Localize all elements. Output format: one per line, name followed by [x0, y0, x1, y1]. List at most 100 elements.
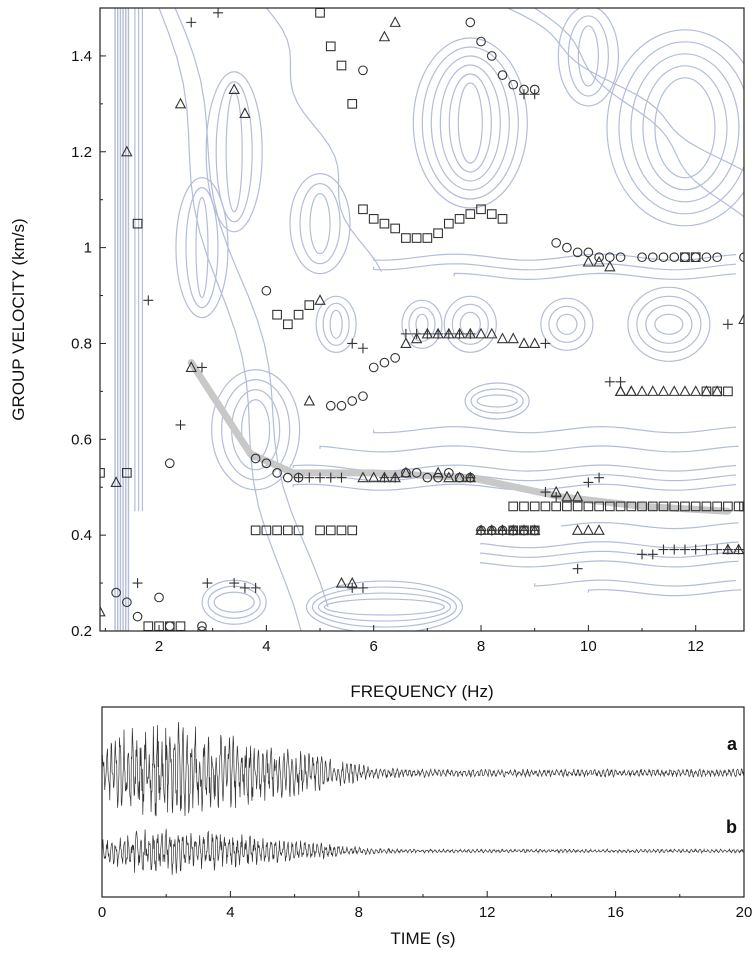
circle-marker — [508, 79, 519, 90]
circle-marker — [647, 252, 658, 263]
plus-marker — [604, 376, 615, 387]
contour-line — [311, 586, 458, 628]
contour-line — [221, 379, 291, 481]
circle-marker — [739, 252, 744, 263]
plus-marker — [679, 544, 690, 555]
contour-line — [507, 8, 744, 172]
time-tick-label: 16 — [607, 904, 624, 921]
y-axis-title: GROUP VELOCITY (km/s) — [9, 218, 28, 420]
y-tick-label: 0.2 — [71, 623, 92, 640]
contour-line — [319, 445, 739, 453]
contour-line — [185, 187, 219, 309]
seismogram-chart: a b 0 4 8 12 16 20 TIME (s) — [98, 706, 752, 948]
contour-line — [205, 71, 263, 233]
square-marker — [647, 501, 658, 512]
square-marker — [282, 525, 293, 536]
plus-marker — [518, 89, 529, 100]
contour-line — [430, 55, 510, 191]
circle-marker — [712, 252, 723, 263]
plus-marker — [325, 472, 336, 483]
triangle-marker — [700, 385, 713, 396]
square-marker — [508, 501, 519, 512]
square-marker — [411, 233, 422, 243]
circle-marker — [282, 472, 293, 483]
square-marker — [658, 501, 669, 512]
square-marker — [358, 204, 368, 215]
plus-marker — [647, 549, 658, 560]
plus-marker — [508, 525, 519, 536]
circle-marker — [368, 362, 379, 373]
triangle-marker — [518, 337, 530, 349]
square-marker — [733, 501, 744, 512]
plus-marker — [465, 328, 476, 339]
plus-marker — [690, 544, 701, 555]
square-marker — [304, 300, 315, 310]
plus-marker — [465, 472, 476, 483]
triangle-marker — [400, 337, 412, 349]
plus-marker — [637, 549, 648, 560]
contour-line — [534, 8, 744, 218]
contour-line — [587, 589, 742, 597]
x-axis-title: FREQUENCY (Hz) — [350, 682, 493, 701]
time-tick-label: 12 — [479, 904, 496, 921]
circle-marker — [476, 36, 486, 47]
plus-marker — [497, 525, 508, 536]
contour-line — [540, 297, 594, 351]
square-marker — [347, 98, 358, 109]
circle-marker — [272, 468, 282, 478]
triangle-marker — [314, 294, 326, 305]
circle-marker — [347, 396, 358, 406]
triangle-marker — [400, 466, 412, 478]
square-marker — [325, 41, 336, 52]
circle-marker — [551, 237, 562, 248]
triangle-marker — [679, 385, 691, 396]
plus-marker — [658, 544, 669, 555]
plus-marker — [540, 338, 551, 349]
plus-marker — [336, 472, 347, 483]
square-marker — [723, 501, 733, 512]
contour-line — [421, 46, 519, 200]
square-marker — [551, 501, 562, 512]
contour-line — [323, 598, 446, 616]
circle-marker — [154, 592, 164, 603]
circle-marker — [164, 458, 175, 469]
triangle-marker — [738, 313, 744, 325]
square-marker — [293, 309, 304, 320]
square-marker — [390, 223, 401, 234]
triangle-marker — [110, 476, 122, 487]
triangle-marker — [561, 490, 573, 502]
circle-marker — [197, 626, 207, 631]
square-marker — [594, 501, 604, 512]
dispersion-chart: 2 4 6 8 10 12 0.2 0.4 0.6 0.8 1 1.2 1.4 FREQUENCY (H… — [9, 7, 745, 701]
contour-line — [534, 579, 737, 587]
contour-line — [174, 8, 329, 608]
trace-b — [101, 828, 745, 875]
square-marker — [250, 525, 261, 536]
square-marker — [401, 233, 411, 243]
y-tick-label: 1 — [84, 240, 92, 257]
contour-line — [215, 81, 253, 223]
triangle-marker — [604, 260, 616, 272]
circle-marker — [637, 252, 647, 263]
plus-marker — [529, 89, 540, 100]
plus-marker — [712, 544, 723, 555]
triangle-marker — [335, 576, 348, 588]
square-marker — [562, 501, 572, 512]
square-marker — [422, 233, 433, 243]
plus-marker — [213, 8, 224, 18]
trace-label-a: a — [727, 734, 738, 754]
square-marker — [529, 501, 540, 512]
square-marker — [282, 319, 293, 330]
plus-marker — [422, 328, 433, 339]
circle-marker — [336, 400, 347, 411]
contour-line — [464, 382, 530, 420]
plus-marker — [486, 525, 497, 536]
contour-line — [207, 585, 261, 619]
triangle-marker — [357, 471, 369, 483]
contour-line — [557, 8, 619, 107]
time-axis: 0 4 8 12 16 20 — [98, 891, 752, 921]
circle-marker — [572, 247, 583, 258]
contour-line — [642, 65, 728, 191]
plus-marker — [239, 582, 250, 593]
